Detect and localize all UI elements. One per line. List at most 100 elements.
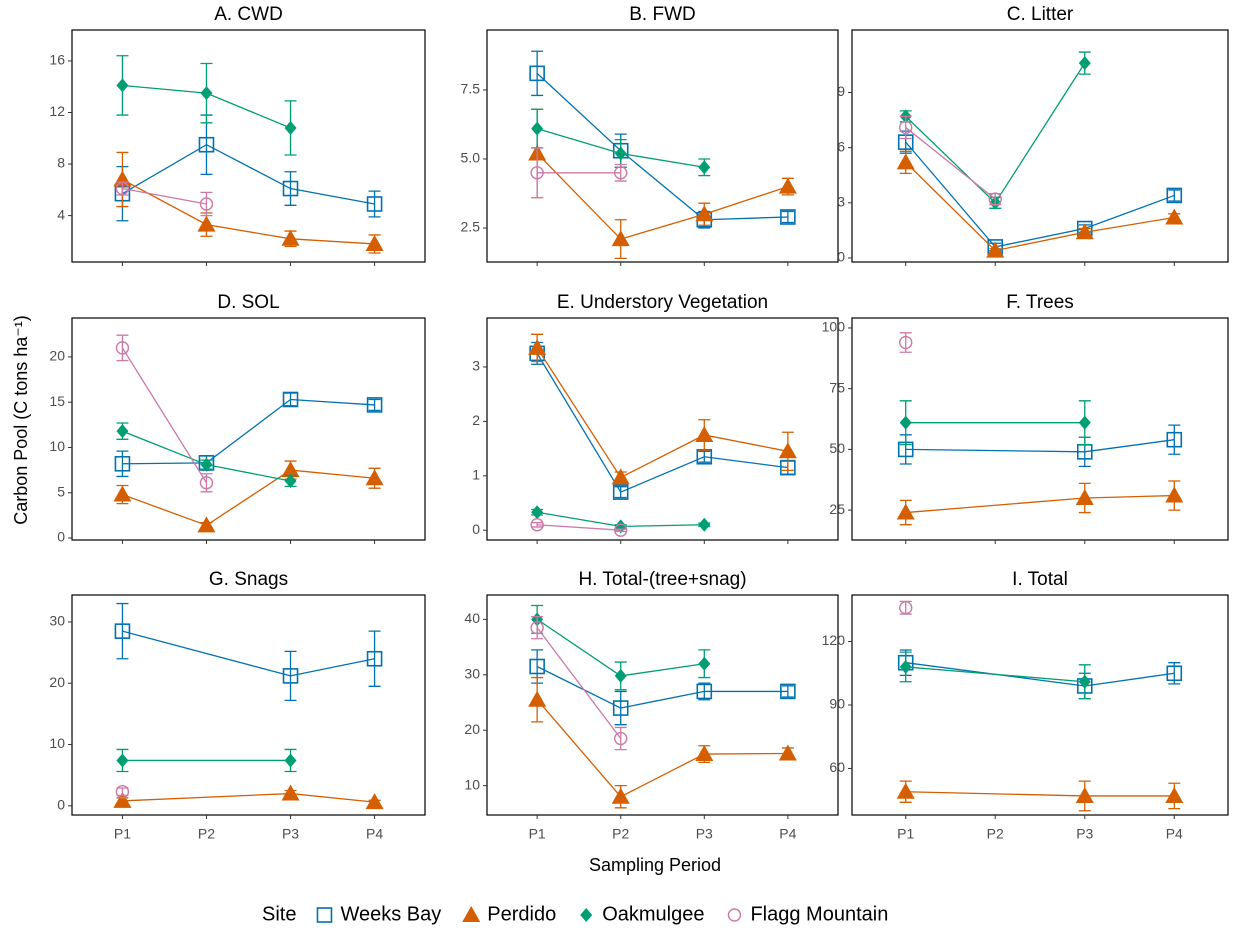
marker	[899, 335, 913, 350]
marker	[698, 160, 711, 175]
marker	[1075, 488, 1094, 505]
y-tick-label: 4	[57, 206, 65, 222]
y-tick-label: 5.0	[461, 150, 481, 166]
marker	[197, 215, 216, 232]
marker	[200, 86, 213, 101]
series-line	[536, 665, 788, 709]
marker	[531, 505, 544, 520]
marker	[1166, 187, 1183, 204]
error-bar	[116, 450, 129, 478]
marker	[695, 745, 714, 762]
marker	[365, 793, 384, 810]
x-axis-title: Sampling Period	[589, 855, 721, 875]
y-tick-label: 30	[49, 613, 65, 629]
marker	[199, 197, 214, 211]
marker	[282, 180, 299, 197]
error-bar	[899, 115, 912, 140]
series-line	[536, 699, 788, 798]
marker	[530, 518, 544, 532]
y-tick-label: 3	[472, 358, 480, 374]
series-line	[905, 666, 1085, 683]
legend-label: Flagg Mountain	[750, 903, 888, 925]
marker	[1078, 56, 1091, 71]
error-bar	[368, 398, 381, 411]
marker	[113, 485, 132, 502]
y-tick-label: 3	[837, 194, 845, 210]
marker	[780, 209, 796, 225]
series-line	[121, 347, 208, 484]
marker	[1166, 431, 1183, 448]
marker	[114, 455, 131, 472]
marker	[116, 78, 129, 93]
panel-title: I. Total	[1012, 569, 1068, 590]
panel-title: E. Understory Vegetation	[557, 292, 768, 313]
series-line	[122, 178, 375, 245]
error-bar	[284, 650, 297, 702]
error-bar	[531, 50, 544, 97]
marker	[611, 787, 630, 804]
x-tick-label: P3	[1076, 826, 1093, 842]
marker	[696, 683, 713, 700]
marker	[200, 457, 213, 472]
y-tick-label: 1	[472, 466, 480, 482]
legend-label: Oakmulgee	[602, 903, 704, 925]
marker	[198, 136, 215, 153]
y-tick-label: 20	[464, 721, 480, 737]
marker	[197, 516, 216, 533]
marker	[282, 391, 299, 408]
series-line	[122, 398, 375, 465]
y-tick-label: 5	[57, 483, 65, 499]
x-tick-label: P2	[198, 826, 215, 842]
series-line	[122, 143, 375, 205]
y-tick-label: 120	[822, 632, 846, 648]
y-tick-label: 60	[829, 759, 845, 775]
marker	[281, 784, 300, 801]
marker	[284, 120, 297, 135]
x-tick-label: P4	[366, 826, 383, 842]
y-tick-label: 50	[829, 440, 845, 456]
marker	[284, 473, 297, 488]
marker	[116, 424, 129, 439]
marker	[698, 656, 711, 671]
y-tick-label: 20	[49, 348, 65, 364]
x-tick-label: P3	[282, 826, 299, 842]
error-bar	[200, 191, 213, 217]
series-line	[536, 627, 622, 739]
marker	[727, 908, 742, 922]
error-bar	[614, 528, 627, 532]
panel-border	[851, 317, 1229, 541]
panel-title: C. Litter	[1007, 4, 1074, 25]
error-bar	[614, 690, 627, 726]
marker	[281, 229, 300, 246]
series-line	[537, 524, 621, 531]
y-tick-label: 10	[49, 735, 65, 751]
series-line	[536, 353, 788, 493]
marker	[366, 397, 383, 413]
panel-border	[486, 317, 839, 541]
marker	[899, 659, 912, 674]
marker	[614, 523, 628, 537]
panel-title: A. CWD	[214, 4, 283, 25]
marker	[316, 907, 333, 923]
marker	[899, 120, 913, 135]
series-line	[536, 153, 789, 240]
y-tick-label: 40	[464, 610, 480, 626]
marker	[778, 177, 797, 194]
marker	[614, 668, 627, 683]
legend-label: Weeks Bay	[340, 903, 441, 925]
y-tick-label: 0	[57, 529, 65, 545]
marker	[199, 476, 214, 490]
marker	[611, 468, 630, 485]
panel-border	[486, 29, 839, 263]
error-bar	[781, 210, 794, 224]
y-tick-label: 12	[49, 103, 65, 119]
marker	[530, 620, 544, 635]
error-bar	[368, 630, 381, 687]
y-tick-label: 7.5	[461, 81, 481, 97]
y-tick-label: 30	[464, 666, 480, 682]
y-tick-label: 25	[829, 501, 845, 517]
marker	[530, 166, 544, 180]
marker	[778, 442, 797, 459]
marker	[365, 234, 384, 251]
x-tick-label: P2	[612, 826, 629, 842]
